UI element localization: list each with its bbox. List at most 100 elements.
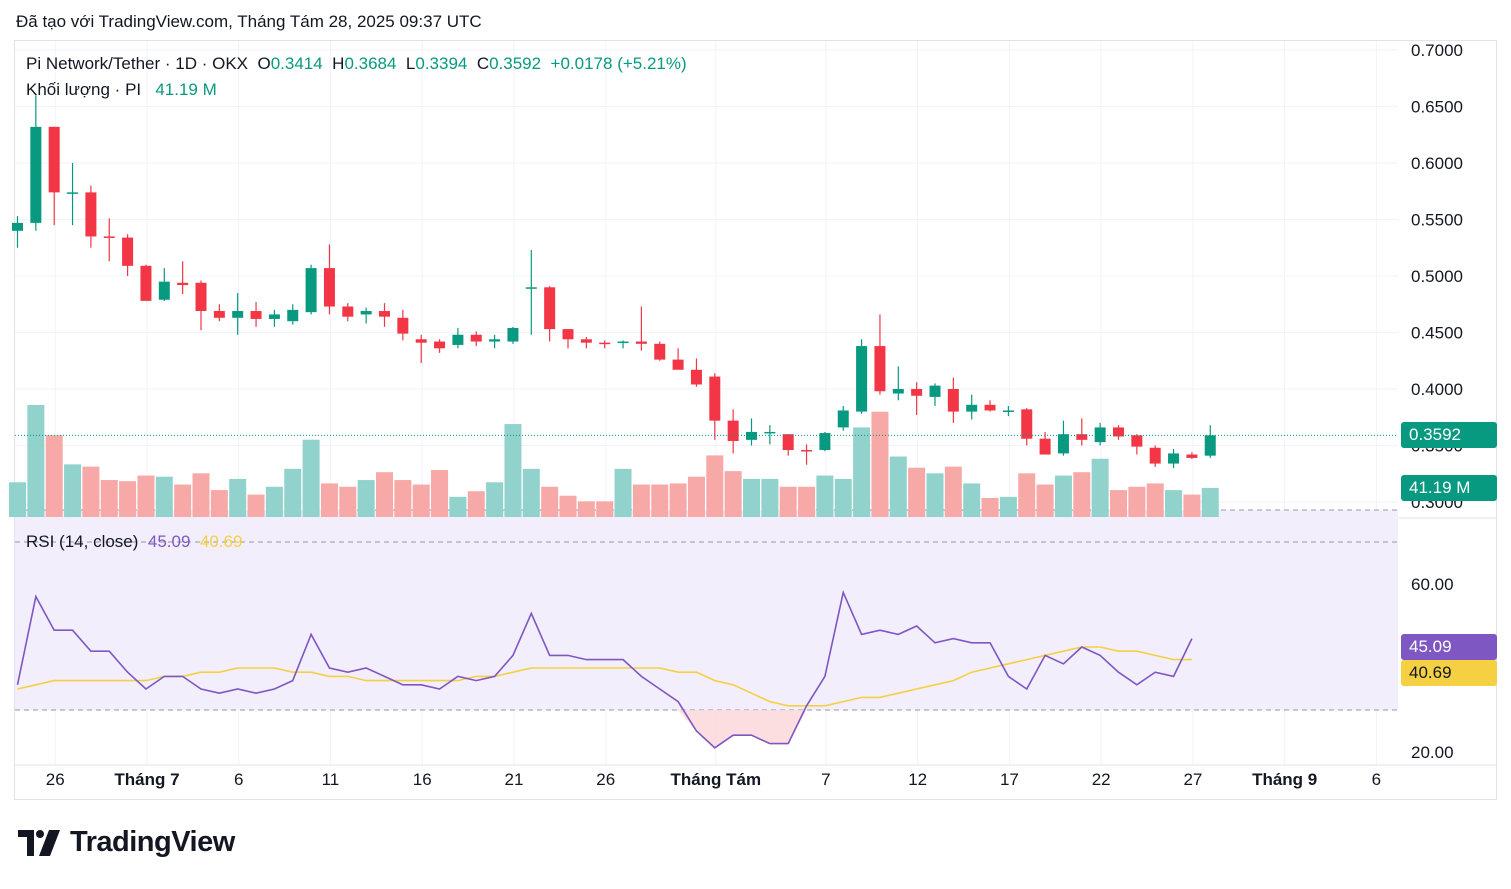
candle-body bbox=[1094, 427, 1106, 443]
candle-body bbox=[305, 268, 317, 313]
rsi-ma-line bbox=[17, 646, 1192, 707]
tradingview-logo[interactable]: TradingView bbox=[18, 826, 235, 859]
volume-bar bbox=[798, 486, 816, 517]
candle bbox=[525, 250, 537, 335]
candle bbox=[690, 358, 702, 387]
volume-bar bbox=[486, 482, 504, 517]
candle-body bbox=[911, 389, 923, 396]
symbol-label[interactable]: Pi Network/Tether · 1D · OKX bbox=[26, 54, 249, 73]
time-tick-label: 26 bbox=[46, 770, 65, 789]
volume-bar bbox=[999, 496, 1017, 517]
candle-body bbox=[856, 346, 868, 412]
volume-bar bbox=[669, 483, 687, 517]
candle-body bbox=[1131, 435, 1143, 447]
rsi-tick-label: 20.00 bbox=[1411, 743, 1454, 762]
candle-body bbox=[397, 317, 409, 334]
volume-bar bbox=[816, 475, 834, 517]
candle-body bbox=[177, 282, 189, 286]
volume-bar bbox=[577, 501, 595, 517]
rsi-value: 45.09 bbox=[147, 532, 191, 551]
volume-bar bbox=[119, 481, 137, 517]
candle bbox=[1057, 420, 1069, 456]
volume-bar bbox=[174, 484, 192, 517]
candle bbox=[287, 304, 299, 325]
candle bbox=[305, 264, 317, 315]
candle bbox=[158, 268, 170, 301]
candle bbox=[250, 301, 262, 327]
price-tick-label: 0.5500 bbox=[1411, 211, 1463, 230]
rsi-tick-label: 60.00 bbox=[1411, 575, 1454, 594]
candle bbox=[12, 216, 23, 248]
candle bbox=[342, 303, 354, 322]
candle bbox=[672, 348, 684, 370]
candle-body bbox=[819, 433, 831, 451]
candle-body bbox=[782, 434, 794, 451]
volume-bar bbox=[632, 484, 650, 517]
candle bbox=[452, 327, 464, 349]
candle bbox=[1002, 405, 1014, 417]
volume-bar bbox=[724, 471, 742, 517]
candle bbox=[801, 444, 813, 465]
candle-body bbox=[140, 265, 152, 301]
volume-bar bbox=[265, 486, 283, 517]
candle bbox=[360, 307, 372, 324]
volume-bar bbox=[651, 484, 669, 517]
volume-bar bbox=[834, 478, 852, 517]
candle-body bbox=[30, 126, 42, 223]
candle-body bbox=[746, 431, 757, 440]
candle bbox=[103, 218, 115, 262]
candle bbox=[837, 405, 849, 431]
candle-body bbox=[727, 420, 739, 441]
volume-bar bbox=[192, 473, 210, 517]
candle-body bbox=[323, 268, 335, 307]
open-label: O bbox=[257, 54, 271, 73]
volume-tag: 41.19 M bbox=[1401, 475, 1497, 501]
candle-body bbox=[764, 431, 776, 434]
volume-value: 41.19 M bbox=[155, 80, 217, 99]
chart-caption: Đã tạo với TradingView.com, Tháng Tám 28… bbox=[16, 12, 482, 31]
candle-body bbox=[122, 237, 134, 266]
time-tick-label: 6 bbox=[1372, 770, 1381, 789]
volume-bar bbox=[155, 476, 173, 517]
volume-bar bbox=[449, 496, 467, 517]
rsi-panel bbox=[15, 509, 1398, 749]
candle bbox=[580, 337, 592, 349]
candle bbox=[177, 261, 189, 295]
time-tick-label: Tháng 9 bbox=[1252, 770, 1317, 789]
volume-bar bbox=[614, 468, 632, 517]
rsi-oversold-fill bbox=[678, 710, 807, 748]
candle-body bbox=[158, 281, 170, 300]
low-label: L bbox=[405, 54, 416, 73]
candle bbox=[654, 341, 666, 361]
candle-body bbox=[489, 339, 501, 342]
candle bbox=[635, 306, 647, 351]
rsi-label[interactable]: RSI (14, close) bbox=[26, 532, 139, 551]
volume-bar bbox=[1018, 473, 1036, 517]
candle-body bbox=[966, 404, 978, 412]
candle bbox=[617, 340, 629, 349]
time-tick-label: 17 bbox=[1000, 770, 1019, 789]
volume-bar bbox=[64, 464, 82, 517]
volume-bar bbox=[467, 491, 485, 517]
candle-body bbox=[1113, 427, 1124, 437]
candles bbox=[12, 95, 1216, 469]
candle-body bbox=[599, 342, 611, 345]
candle bbox=[85, 185, 97, 248]
candle-body bbox=[1168, 453, 1180, 464]
volume-label[interactable]: Khối lượng · PI bbox=[26, 80, 142, 99]
volume-bar bbox=[743, 478, 760, 517]
candle-body bbox=[1149, 447, 1161, 464]
rsi-legend: RSI (14, close) 45.09 40.69 bbox=[26, 532, 242, 552]
volume-bar bbox=[412, 484, 430, 517]
candle bbox=[470, 331, 482, 347]
volume-bar bbox=[1036, 484, 1054, 517]
candle bbox=[709, 373, 721, 440]
volume-bar bbox=[1091, 458, 1109, 517]
volume-bar bbox=[210, 490, 228, 517]
candle-body bbox=[580, 339, 592, 343]
candle bbox=[434, 339, 446, 353]
time-tick-label: 26 bbox=[596, 770, 615, 789]
candle bbox=[507, 326, 519, 344]
candle bbox=[544, 286, 556, 342]
